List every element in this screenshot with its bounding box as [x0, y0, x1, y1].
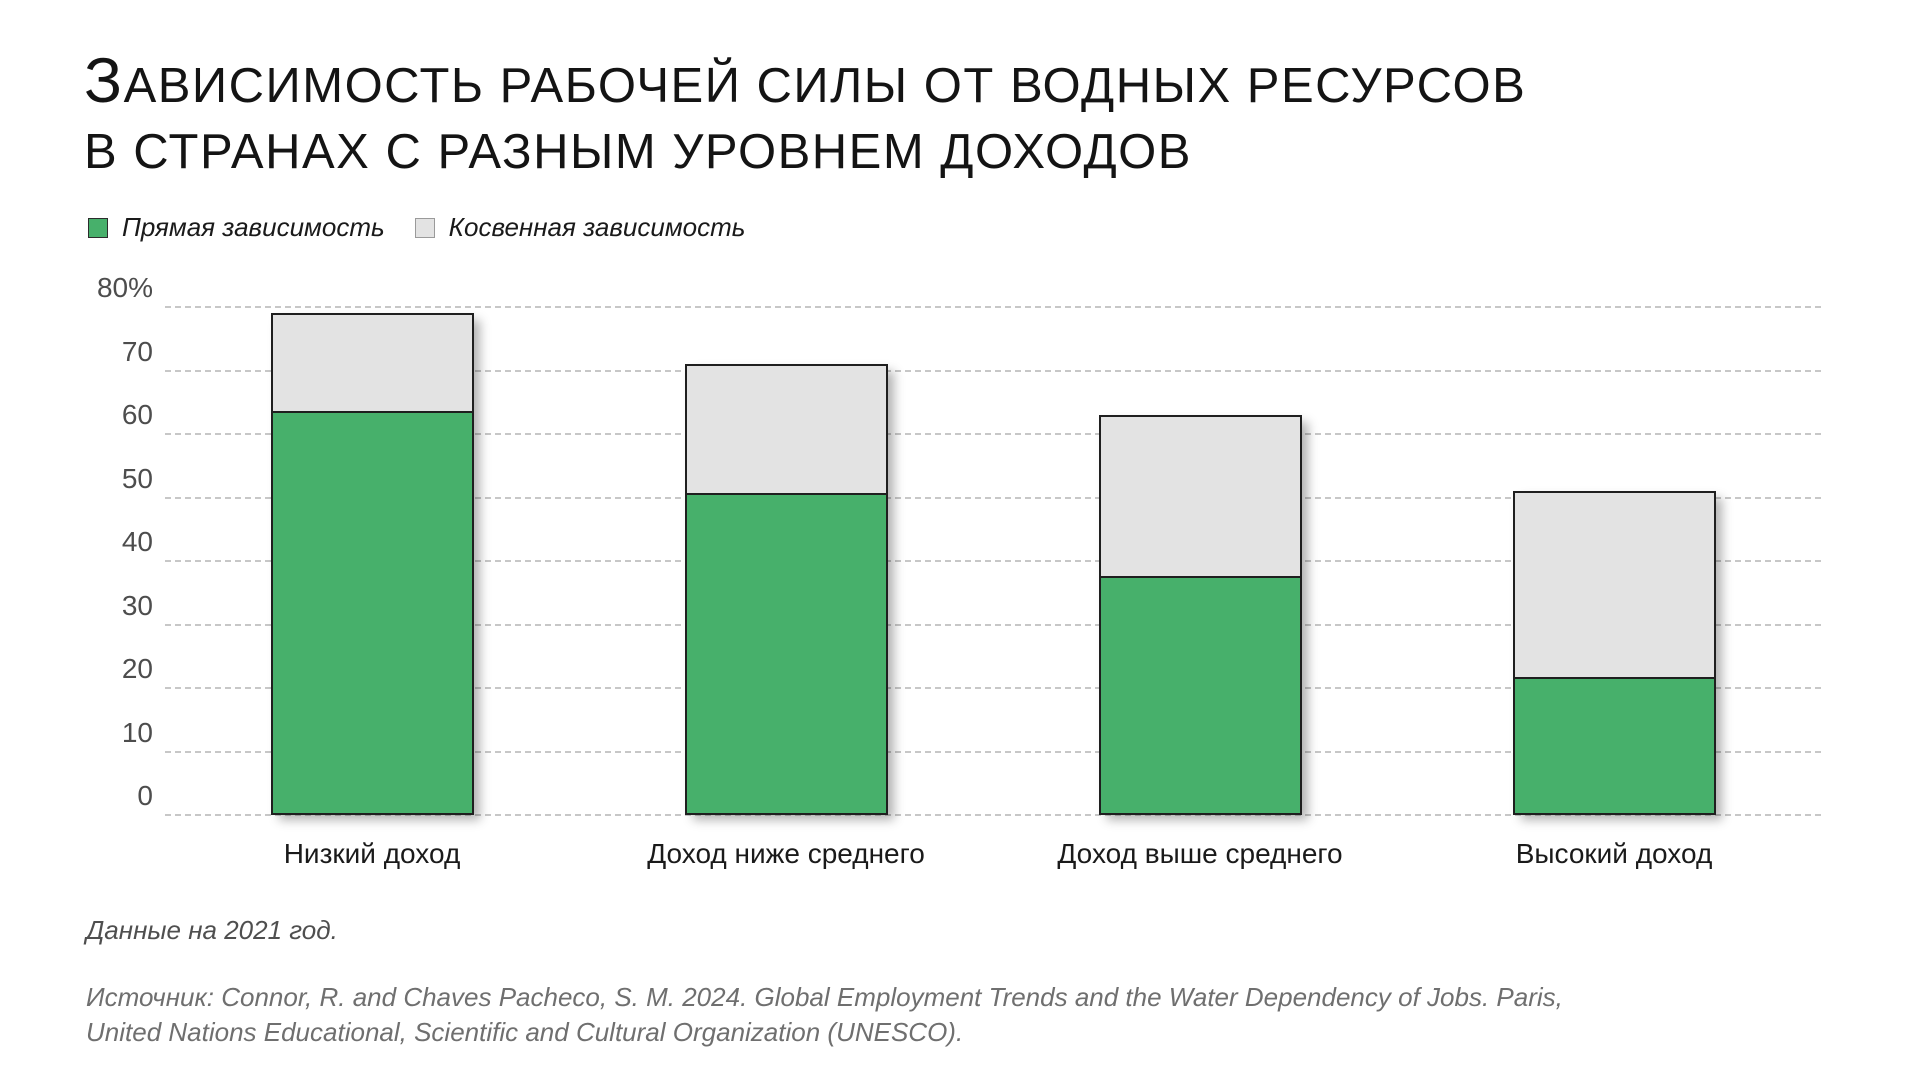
- plot-area: 0 10 20 30 40 50 60 70 80%: [97, 273, 1821, 816]
- legend-swatch-direct: [88, 217, 108, 238]
- bar-segment-indirect: [686, 366, 886, 494]
- bar-stack-0: [270, 313, 474, 815]
- chart-title-line2: в странах с разным уровнем доходов: [84, 125, 1192, 179]
- chart-title: Зависимость рабочей силы от водных ресур…: [84, 48, 1526, 185]
- gridline: [165, 623, 1821, 626]
- bar-stack-2: [1098, 414, 1302, 815]
- bar-segment-direct: [1514, 677, 1714, 813]
- gridline: [165, 687, 1821, 689]
- y-axis-label: 0: [137, 780, 153, 811]
- y-axis-label: 40: [121, 526, 153, 557]
- y-axis-label: 60: [121, 399, 153, 430]
- bar-segment-indirect: [1514, 493, 1714, 678]
- gridline: [165, 814, 1821, 816]
- gridline: [165, 369, 1821, 372]
- y-axis-label: 50: [121, 462, 153, 494]
- legend-item-indirect: Косвенная зависимость: [414, 212, 746, 243]
- bars-row: [165, 307, 1821, 815]
- legend: Прямая зависимость Косвенная зависимость: [88, 212, 745, 243]
- gridline: [165, 560, 1821, 562]
- category-label: Доход выше среднего: [1057, 838, 1343, 869]
- y-axis-label: 70: [121, 335, 153, 367]
- category-label: Высокий доход: [1515, 838, 1713, 869]
- gridline: [165, 750, 1821, 753]
- bar-column: [993, 307, 1407, 815]
- bar-segment-direct: [1100, 575, 1300, 813]
- legend-item-direct: Прямая зависимость: [88, 212, 385, 243]
- gridline: [165, 433, 1821, 435]
- category-label: Доход ниже среднего: [647, 838, 925, 869]
- y-axis-label: 80%: [96, 272, 153, 303]
- y-axis-label: 30: [121, 589, 153, 621]
- bar-segment-direct: [686, 493, 886, 813]
- bar-segment-direct: [272, 410, 472, 813]
- y-axis-label: 10: [121, 716, 153, 748]
- bar-segment-indirect: [272, 315, 472, 411]
- x-axis-labels: Низкий доход Доход ниже среднего Доход выш…: [165, 838, 1821, 870]
- footnote: Данные на 2021 год.: [86, 915, 338, 945]
- bar-column: [579, 307, 993, 815]
- source-line2: United Nations Educational, Scientific a…: [86, 1017, 964, 1047]
- y-axis-label: 20: [121, 653, 153, 684]
- legend-label-direct: Прямая зависимость: [122, 212, 385, 242]
- bar-stack-1: [684, 364, 888, 815]
- legend-swatch-indirect: [414, 217, 435, 238]
- bar-segment-indirect: [1100, 416, 1300, 576]
- bar-stack-3: [1512, 491, 1716, 815]
- category-label: Низкий доход: [283, 838, 461, 869]
- bar-column: [165, 307, 579, 815]
- source-line1: Источник: Connor, R. and Chaves Pacheco,…: [86, 982, 1563, 1012]
- gridline: [165, 306, 1821, 308]
- legend-label-indirect: Косвенная зависимость: [448, 212, 746, 242]
- gridline: [165, 496, 1821, 499]
- bar-column: [1407, 307, 1821, 815]
- chart-title-line1: Зависимость рабочей силы от водных ресур…: [84, 46, 1527, 116]
- source-note: Источник: Connor, R. and Chaves Pacheco,…: [86, 980, 1563, 1050]
